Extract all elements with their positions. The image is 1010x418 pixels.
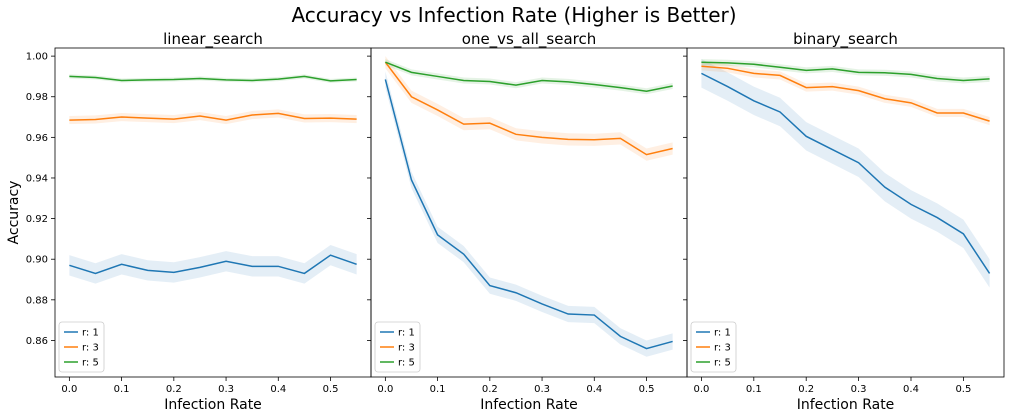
y-tick-label: 0.88 bbox=[26, 295, 48, 306]
y-axis-label: Accuracy bbox=[6, 181, 22, 245]
confidence-band bbox=[701, 59, 990, 288]
panel-binary-search: binary_search 0.0 0.1 0.2 0.3 0.4 0.5 Infection… bbox=[683, 30, 1005, 413]
x-tick-label: 0.5 bbox=[955, 384, 971, 395]
x-tick-label: 0.2 bbox=[798, 384, 814, 395]
series-line bbox=[701, 72, 991, 274]
x-tick-label: 0.1 bbox=[114, 384, 130, 395]
legend-label: r: 1 bbox=[398, 328, 415, 339]
legend-label: r: 1 bbox=[714, 328, 731, 339]
x-tick-label: 0.2 bbox=[166, 384, 182, 395]
x-tick-label: 0.3 bbox=[534, 384, 550, 395]
legend-label: r: 3 bbox=[82, 343, 99, 354]
y-tick-label: 0.92 bbox=[26, 214, 48, 225]
y-tick-label: 0.94 bbox=[26, 173, 48, 184]
series-line bbox=[385, 61, 673, 93]
y-tick-label: 0.86 bbox=[26, 336, 48, 347]
y-tick-label: 1.00 bbox=[26, 52, 48, 63]
series-line bbox=[384, 79, 673, 350]
panel-title: binary_search bbox=[793, 30, 898, 49]
x-tick-label: 0.0 bbox=[377, 384, 393, 395]
legend-box bbox=[690, 321, 737, 373]
x-tick-label: 0.3 bbox=[218, 384, 234, 395]
y-tick-label: 0.96 bbox=[26, 133, 48, 144]
x-tick-label: 0.3 bbox=[851, 384, 867, 395]
legend: r: 1 r: 3 r: 5 bbox=[374, 321, 421, 373]
legend: r: 1 r: 3 r: 5 bbox=[690, 321, 737, 373]
legend-label: r: 3 bbox=[398, 343, 415, 354]
legend-box bbox=[58, 321, 105, 373]
panel-one-vs-all-search: one_vs_all_search 0.0 0.1 0.2 0.3 0.4 0.5 Infec… bbox=[367, 30, 688, 413]
x-tick-label: 0.5 bbox=[323, 384, 339, 395]
x-axis-label: Infection Rate bbox=[164, 397, 262, 413]
y-tick-label: 0.98 bbox=[26, 92, 48, 103]
series-line bbox=[69, 254, 357, 275]
axes-frame bbox=[686, 47, 1005, 378]
x-tick-label: 0.4 bbox=[903, 384, 919, 395]
y-tick-label: 0.90 bbox=[26, 255, 48, 266]
legend-label: r: 1 bbox=[82, 328, 99, 339]
legend-label: r: 5 bbox=[398, 358, 415, 369]
x-axis-label: Infection Rate bbox=[797, 397, 895, 413]
panel-title: one_vs_all_search bbox=[462, 30, 596, 49]
x-tick-label: 0.0 bbox=[693, 384, 709, 395]
legend-label: r: 5 bbox=[714, 358, 731, 369]
x-axis-label: Infection Rate bbox=[480, 397, 578, 413]
series-line bbox=[701, 65, 990, 122]
series-line bbox=[69, 112, 357, 121]
x-tick-label: 0.2 bbox=[482, 384, 498, 395]
legend-label: r: 5 bbox=[82, 358, 99, 369]
legend: r: 1 r: 3 r: 5 bbox=[58, 321, 105, 373]
confidence-band bbox=[385, 56, 673, 161]
series-line bbox=[701, 61, 990, 82]
confidence-band bbox=[69, 109, 357, 125]
panel-title: linear_search bbox=[163, 30, 263, 49]
figure-title: Accuracy vs Infection Rate (Higher is Be… bbox=[291, 3, 736, 27]
x-tick-label: 0.1 bbox=[746, 384, 762, 395]
x-tick-label: 0.0 bbox=[61, 384, 77, 395]
x-tick-label: 0.5 bbox=[639, 384, 655, 395]
confidence-band bbox=[385, 71, 673, 357]
legend-label: r: 3 bbox=[714, 343, 731, 354]
panel-linear-search: linear_search 0.0 0.1 0.2 0.3 0.4 0.5 0.86 0.88 0… bbox=[6, 30, 372, 413]
x-tick-label: 0.4 bbox=[586, 384, 602, 395]
legend-box bbox=[374, 321, 421, 373]
series-line bbox=[69, 75, 357, 82]
series-line bbox=[384, 61, 673, 156]
x-tick-label: 0.4 bbox=[270, 384, 286, 395]
x-tick-label: 0.1 bbox=[430, 384, 446, 395]
confidence-band bbox=[701, 62, 990, 126]
